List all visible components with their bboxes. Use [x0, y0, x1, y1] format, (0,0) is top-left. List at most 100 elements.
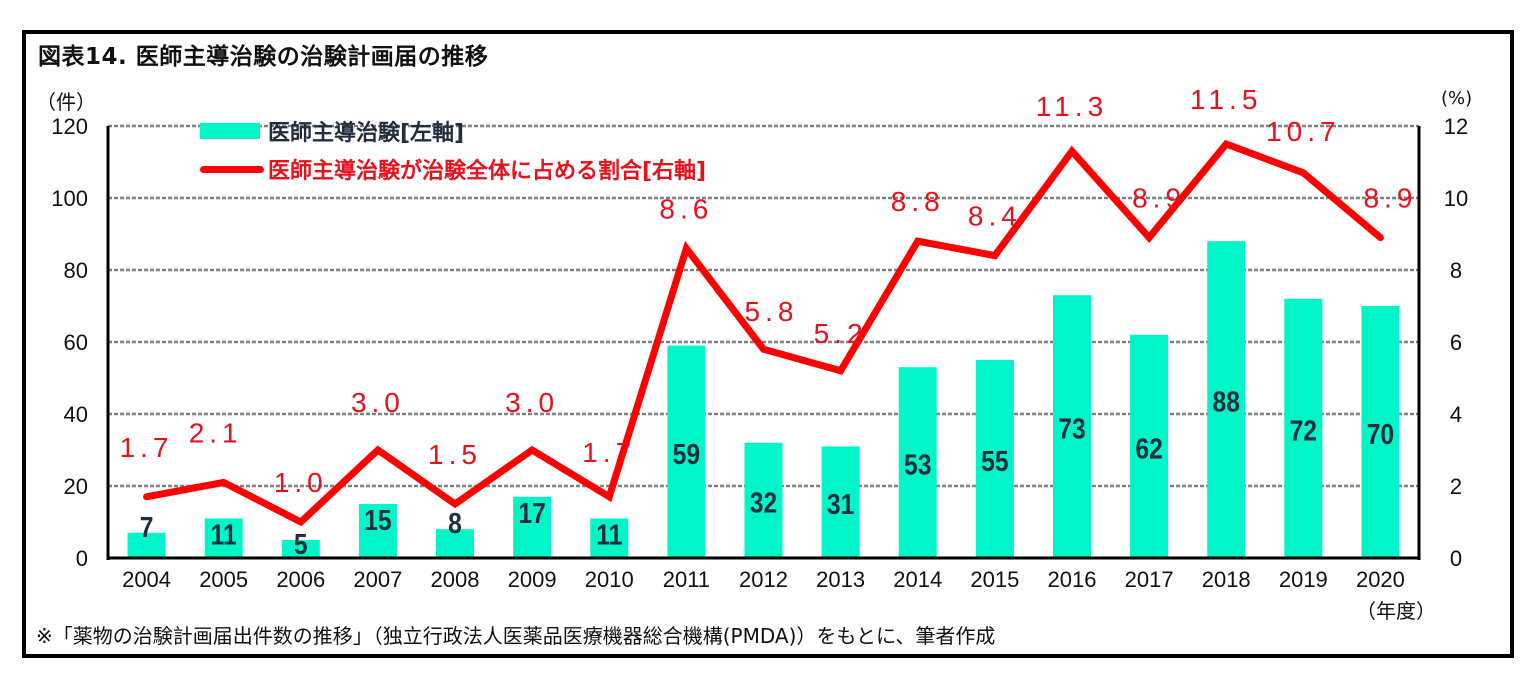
bar-series — [127, 241, 1400, 558]
figure-frame — [22, 30, 1514, 658]
chart-title: 図表14. 医師主導治験の治験計画届の推移 — [38, 44, 489, 70]
bar-data-label: 70 — [1367, 418, 1394, 450]
left-tick-label: 40 — [64, 402, 88, 427]
x-tick-label: 2012 — [739, 567, 788, 592]
x-tick-label: 2006 — [276, 567, 325, 592]
line-series — [143, 139, 1384, 527]
bar-2017 — [1130, 334, 1169, 558]
x-tick-label: 2016 — [1047, 567, 1096, 592]
legend-line-swatch — [200, 165, 264, 173]
x-tick-label: 2007 — [353, 567, 402, 592]
line-data-label: 2.1 — [189, 417, 243, 448]
bar-2009 — [513, 496, 552, 558]
right-tick-label: 2 — [1450, 474, 1462, 499]
right-tick-label: 6 — [1450, 330, 1462, 355]
bar-data-label: 15 — [364, 504, 391, 536]
line-data-label: 8.8 — [891, 186, 945, 217]
right-tick-label: 12 — [1444, 114, 1468, 139]
bar-data-label: 5 — [294, 528, 308, 560]
x-tick-label: 2018 — [1202, 567, 1251, 592]
bar-data-label: 32 — [750, 487, 777, 519]
right-tick-label: 0 — [1450, 546, 1462, 571]
bar-2006 — [281, 540, 320, 558]
bar-2015 — [975, 360, 1014, 558]
legend-item-line: 医師主導治験が治験全体に占める割合[右軸] — [200, 150, 706, 188]
bar-2008 — [436, 529, 475, 558]
x-tick-label: 2020 — [1356, 567, 1405, 592]
line-data-label: 11.5 — [1190, 84, 1262, 115]
x-tick-label: 2019 — [1279, 567, 1328, 592]
left-axis-unit: （件） — [36, 90, 96, 114]
bar-2011 — [667, 345, 706, 558]
line-data-label: 5.2 — [814, 318, 868, 349]
legend-bar-swatch — [200, 123, 260, 139]
line-data-label: 8.9 — [1132, 183, 1186, 214]
bar-data-label: 88 — [1212, 386, 1239, 418]
x-tick-label: 2013 — [816, 567, 865, 592]
bar-2005 — [204, 518, 243, 558]
bar-2004 — [127, 532, 166, 558]
bar-data-label: 55 — [981, 445, 1008, 477]
left-tick-label: 0 — [76, 546, 88, 571]
bar-2014 — [898, 367, 937, 558]
legend-bar-label: 医師主導治験[左軸] — [268, 121, 465, 146]
right-tick-label: 10 — [1444, 186, 1468, 211]
bar-2012 — [744, 442, 783, 558]
bar-2010 — [590, 518, 629, 558]
x-tick-label: 2015 — [970, 567, 1019, 592]
ratio-line — [143, 139, 1384, 527]
bar-data-label: 17 — [518, 497, 545, 529]
line-labels: 1.7 2.1 1.0 3.0 1.5 3.0 1.7 8.6 5.8 5.2 8.8 8.4 11.3… — [120, 84, 1417, 498]
legend: 医師主導治験[左軸] 医師主導治験が治験全体に占める割合[右軸] — [200, 112, 706, 188]
x-axis-unit: （年度） — [1356, 599, 1436, 623]
x-tick-label: 2009 — [508, 567, 557, 592]
left-tick-label: 100 — [51, 186, 88, 211]
grid-lines — [108, 124, 1419, 488]
right-tick-label: 4 — [1450, 402, 1462, 427]
bar-data-label: 53 — [904, 449, 931, 481]
legend-item-bar: 医師主導治験[左軸] — [200, 112, 706, 150]
right-tick-label: 8 — [1450, 258, 1462, 283]
bar-data-label: 62 — [1135, 433, 1162, 465]
bar-data-label: 31 — [827, 488, 854, 520]
left-tick-label: 20 — [64, 474, 88, 499]
bar-labels: 7 11 5 15 8 17 11 59 32 31 53 55 73 62 88 72 70 — [140, 386, 1394, 561]
bar-2013 — [821, 446, 860, 558]
bar-data-label: 59 — [673, 438, 700, 470]
legend-line-label: 医師主導治験が治験全体に占める割合[右軸] — [268, 159, 707, 184]
bar-data-label: 73 — [1058, 413, 1085, 445]
right-axis-ticks: 0 2 4 6 8 10 12 — [1444, 114, 1468, 571]
line-data-label: 5.8 — [745, 296, 799, 327]
bar-2020 — [1361, 306, 1400, 558]
line-data-label: 10.7 — [1266, 116, 1341, 147]
line-data-label: 11.3 — [1036, 91, 1108, 122]
bar-data-label: 72 — [1290, 415, 1317, 447]
x-axis-ticks: 2004 2005 2006 2007 2008 2009 2010 2011 2012 2013… — [122, 567, 1405, 592]
bar-2018 — [1207, 241, 1246, 558]
bar-2019 — [1284, 298, 1323, 558]
x-tick-label: 2017 — [1125, 567, 1174, 592]
axes — [106, 126, 1421, 560]
line-data-label: 1.5 — [428, 439, 482, 470]
bar-data-label: 11 — [211, 519, 237, 551]
x-tick-label: 2005 — [199, 567, 248, 592]
bar-2007 — [358, 504, 397, 558]
line-data-label: 3.0 — [351, 387, 405, 418]
footnote: ※「薬物の治験計画届出件数の推移」（独立行政法人医薬品医療機器総合機構(PMDA… — [36, 624, 996, 648]
line-data-label: 8.6 — [659, 193, 713, 224]
left-axis-ticks: 0 20 40 60 80 100 120 — [51, 114, 88, 571]
left-tick-label: 60 — [64, 330, 88, 355]
right-axis-unit: (%) — [1441, 88, 1473, 109]
left-tick-label: 80 — [64, 258, 88, 283]
line-data-label: 1.7 — [120, 432, 174, 463]
line-data-label: 3.0 — [505, 387, 559, 418]
line-data-label: 1.0 — [274, 467, 328, 498]
left-tick-label: 120 — [51, 114, 88, 139]
line-data-label: 8.4 — [968, 201, 1022, 232]
bar-data-label: 8 — [448, 507, 462, 539]
line-data-label: 1.7 — [582, 437, 636, 468]
bar-2016 — [1052, 295, 1091, 558]
line-data-label: 8.9 — [1363, 183, 1417, 214]
bar-data-label: 11 — [596, 519, 622, 551]
